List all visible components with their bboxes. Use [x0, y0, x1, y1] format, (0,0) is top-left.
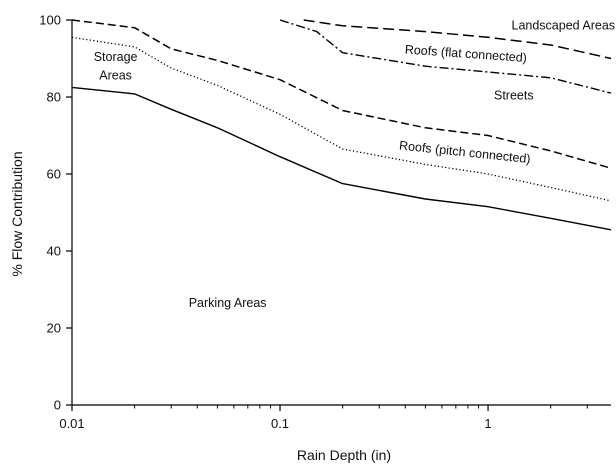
region-label: Areas [99, 69, 132, 83]
region-label: Roofs (pitch connected) [398, 138, 531, 166]
y-tick-label: 20 [47, 321, 61, 336]
y-tick-label: 40 [47, 244, 61, 259]
x-axis-label: Rain Depth (in) [297, 447, 391, 463]
x-tick-label: 0.01 [59, 416, 84, 431]
region-labels: Landscaped Areas Roofs (flat connected) St… [94, 19, 615, 310]
y-axis-label: % Flow Contribution [9, 151, 25, 276]
series-line-dotted [71, 36, 612, 202]
x-tick-label: 0.1 [271, 416, 289, 431]
region-label: Roofs (flat connected) [404, 42, 527, 64]
series-lines [71, 19, 612, 231]
y-tick-label: 100 [39, 13, 61, 28]
y-tick-label: 60 [47, 167, 61, 182]
region-label: Landscaped Areas [512, 19, 616, 33]
y-tick-label: 0 [54, 398, 61, 413]
region-label: Streets [494, 89, 534, 103]
series-line-solid [71, 86, 612, 231]
series-line-longdash [303, 19, 612, 60]
y-tick-label: 80 [47, 90, 61, 105]
series-line-dashed [71, 19, 612, 169]
axes: 0 20 40 60 80 100 0.01 0.1 1 [39, 13, 611, 431]
x-tick-label: 1 [484, 416, 491, 431]
region-label: Parking Areas [189, 296, 267, 310]
region-label: Storage [94, 50, 138, 64]
series-line-dashdot [279, 19, 612, 94]
